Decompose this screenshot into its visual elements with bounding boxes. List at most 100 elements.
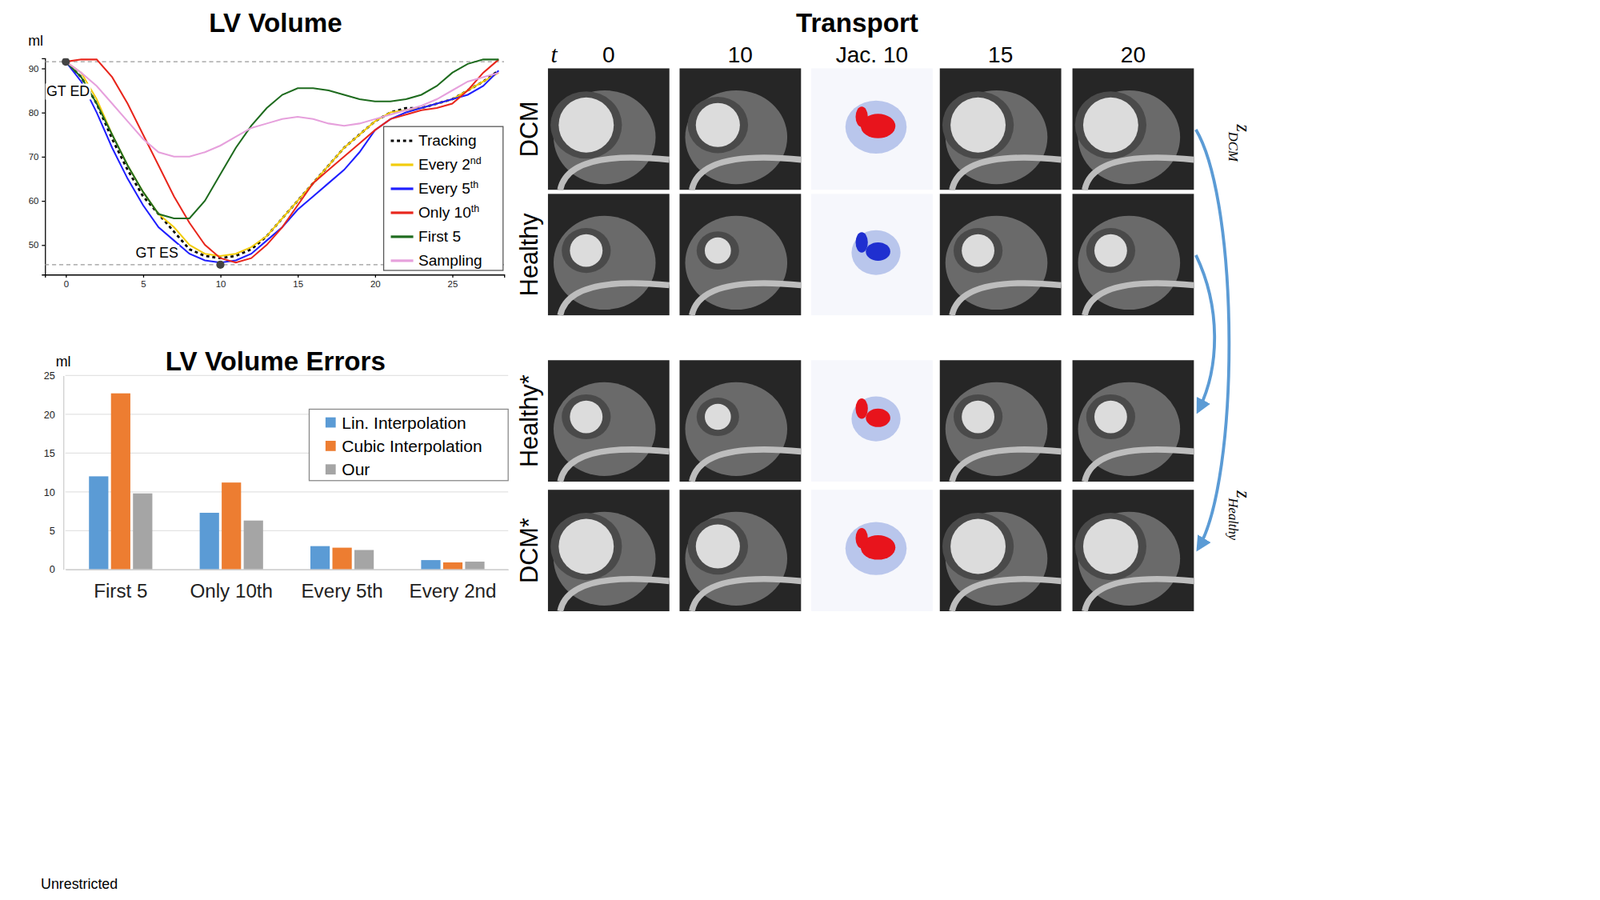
label-background bbox=[134, 244, 180, 261]
legend-label: Every 2nd bbox=[418, 155, 482, 173]
tick: 0 bbox=[64, 274, 69, 289]
grid-line bbox=[65, 568, 509, 570]
legend-swatch bbox=[391, 187, 414, 190]
bar bbox=[310, 546, 330, 570]
column-header: Jac. 10 bbox=[836, 42, 908, 68]
grid-line bbox=[65, 530, 509, 532]
tick-label: 15 bbox=[292, 279, 304, 289]
row-label: DCM* bbox=[515, 517, 543, 584]
mri-frame bbox=[548, 193, 670, 316]
bar bbox=[244, 520, 264, 570]
tick-label: Every 5th bbox=[300, 580, 383, 602]
tick: 25 bbox=[448, 274, 459, 289]
bar bbox=[221, 482, 241, 570]
tick-label: 5 bbox=[49, 524, 56, 537]
mri-frame bbox=[679, 360, 801, 482]
mri-frame bbox=[679, 68, 801, 190]
row-label: Healthy bbox=[515, 212, 544, 296]
jacobian-map bbox=[811, 489, 933, 612]
footer: Unrestricted bbox=[40, 876, 118, 892]
axis-line bbox=[45, 275, 505, 278]
tick: Every 2nd bbox=[408, 569, 496, 602]
legend-swatch bbox=[391, 259, 414, 262]
series-line bbox=[65, 61, 499, 263]
bar bbox=[132, 493, 152, 570]
latent-code: zDCM bbox=[1225, 123, 1255, 162]
mri-frame bbox=[940, 193, 1062, 316]
tick-label: 25 bbox=[44, 369, 56, 382]
legend-swatch bbox=[391, 211, 414, 214]
legend-label: Lin. Interpolation bbox=[341, 413, 467, 432]
annotation: GT ED bbox=[45, 83, 92, 100]
tick-label: 0 bbox=[64, 279, 69, 289]
bar bbox=[443, 562, 463, 570]
line-chart: LV Volumeml05101520255060708090GT EDGT E… bbox=[28, 8, 505, 289]
x-axis: First 5Only 10thEvery 5thEvery 2nd bbox=[65, 569, 509, 602]
legend-swatch bbox=[325, 440, 336, 452]
tick: 15 bbox=[292, 274, 304, 289]
axis-title: ml bbox=[56, 353, 72, 370]
transport-panel: Transportt010Jac. 101520DCMHealthyHealth… bbox=[515, 8, 1255, 612]
mri-frame bbox=[548, 68, 670, 190]
bar bbox=[354, 550, 374, 570]
bar bbox=[464, 561, 484, 570]
axis-line bbox=[41, 58, 45, 275]
tick-label: 80 bbox=[28, 108, 40, 118]
label-background bbox=[45, 83, 92, 100]
legend: Lin. InterpolationCubic InterpolationOur bbox=[308, 408, 508, 480]
bar bbox=[88, 476, 108, 569]
legend-swatch bbox=[391, 163, 414, 166]
tick-label: 60 bbox=[28, 196, 40, 206]
annotation-label: GT ES bbox=[136, 244, 179, 261]
tick: 10 bbox=[216, 274, 227, 289]
tick: 80 bbox=[28, 108, 45, 118]
transport-arrow bbox=[1196, 255, 1215, 412]
mri-frame bbox=[1072, 489, 1195, 612]
tick-mark bbox=[297, 274, 299, 278]
row-label: DCM bbox=[515, 100, 543, 157]
latent-code: zHealthy bbox=[1225, 489, 1255, 541]
tick-mark bbox=[41, 112, 45, 114]
tick: 20 bbox=[44, 408, 64, 421]
mri-frame bbox=[940, 68, 1062, 190]
tick-label: 0 bbox=[49, 563, 56, 576]
legend-swatch bbox=[325, 417, 336, 428]
tick-label: 25 bbox=[448, 279, 459, 289]
legend-label: Only 10th bbox=[418, 203, 480, 221]
tick-label: 15 bbox=[44, 447, 56, 460]
mri-frame bbox=[548, 360, 670, 482]
bar bbox=[200, 512, 220, 570]
axis-line bbox=[63, 376, 64, 570]
panel-title: Transport bbox=[796, 8, 919, 38]
tick-label: 50 bbox=[28, 240, 40, 250]
tick-mark bbox=[41, 68, 45, 69]
tick-mark bbox=[41, 200, 45, 202]
tick-mark bbox=[65, 274, 67, 278]
tick-label: 10 bbox=[44, 486, 56, 499]
legend-box bbox=[384, 126, 504, 271]
chart-title: LV Volume Errors bbox=[165, 346, 386, 376]
tick-label: Only 10th bbox=[189, 580, 273, 602]
mri-frame bbox=[1072, 68, 1195, 190]
y-axis: 0 5 10 15 20 25 bbox=[44, 369, 64, 576]
grid-line bbox=[65, 491, 509, 492]
tick-label: 10 bbox=[216, 279, 227, 289]
series-line bbox=[65, 61, 499, 259]
tick-mark bbox=[41, 244, 45, 246]
tick: 15 bbox=[44, 447, 64, 460]
plot-area bbox=[44, 58, 504, 269]
figure: LV Volumeml05101520255060708090GT EDGT E… bbox=[0, 0, 1600, 900]
legend-label: Tracking bbox=[418, 132, 477, 149]
tick: Only 10th bbox=[189, 569, 273, 602]
tick-label: 90 bbox=[28, 64, 40, 74]
bar-chart: LV Volume Errorsml0510152025First 5Only … bbox=[44, 346, 509, 602]
legend-swatch bbox=[325, 464, 336, 475]
legend-box bbox=[308, 408, 508, 480]
tick: 25 bbox=[44, 369, 64, 382]
tick-mark bbox=[452, 274, 453, 278]
plot-area bbox=[88, 393, 484, 570]
series-line bbox=[65, 61, 499, 157]
mri-frame bbox=[679, 193, 801, 316]
jacobian-map bbox=[811, 193, 933, 316]
mri-frame bbox=[679, 489, 801, 612]
